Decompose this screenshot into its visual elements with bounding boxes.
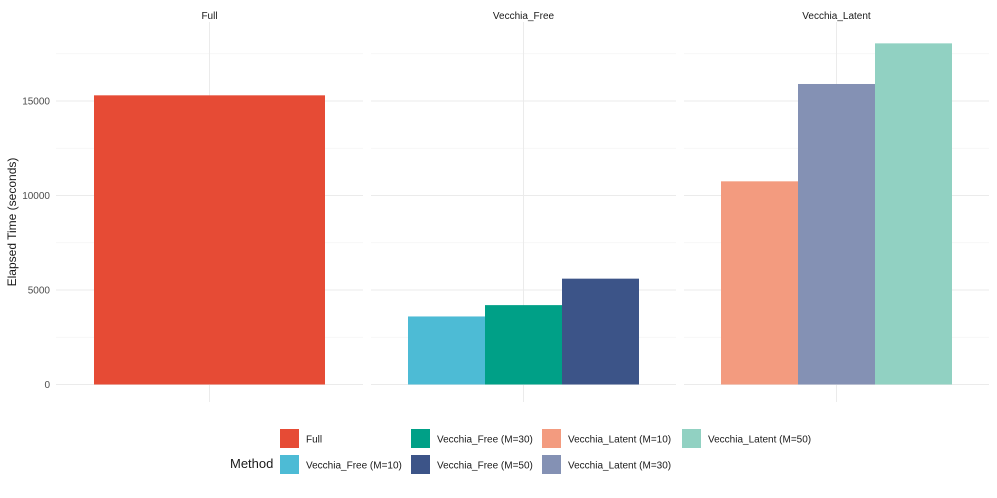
legend-label: Vecchia_Latent (M=10) bbox=[568, 435, 671, 446]
bar-vecchia-latent-m-50 bbox=[875, 43, 952, 385]
bar-full bbox=[94, 95, 325, 385]
bar-vecchia-free-m-10 bbox=[408, 316, 485, 385]
legend-label: Full bbox=[306, 435, 322, 446]
y-tick-label: 5000 bbox=[28, 286, 51, 297]
facet-panel: Vecchia_Free bbox=[371, 11, 676, 402]
legend-swatch bbox=[682, 429, 701, 448]
y-axis: 0 5000 10000 15000 bbox=[22, 97, 50, 392]
legend-swatch bbox=[411, 455, 430, 474]
legend-swatch bbox=[542, 455, 561, 474]
facet-title: Full bbox=[201, 11, 217, 22]
legend-item: Vecchia_Free (M=10) bbox=[280, 455, 402, 474]
legend-label: Vecchia_Free (M=10) bbox=[306, 461, 402, 472]
legend-swatch bbox=[542, 429, 561, 448]
facet-title: Vecchia_Free bbox=[493, 11, 555, 22]
legend-item: Vecchia_Latent (M=50) bbox=[682, 429, 811, 448]
y-axis-title: Elapsed Time (seconds) bbox=[5, 158, 19, 287]
y-tick-label: 10000 bbox=[22, 191, 50, 202]
facet-panel: Vecchia_Latent bbox=[684, 11, 989, 402]
y-tick-label: 0 bbox=[44, 380, 50, 391]
legend-item: Vecchia_Latent (M=30) bbox=[542, 455, 671, 474]
legend-title: Method bbox=[230, 456, 273, 471]
legend-label: Vecchia_Free (M=50) bbox=[437, 461, 533, 472]
legend-label: Vecchia_Latent (M=50) bbox=[708, 435, 811, 446]
bar-vecchia-latent-m-30 bbox=[798, 83, 875, 385]
legend-item: Vecchia_Free (M=30) bbox=[411, 429, 533, 448]
legend-label: Vecchia_Latent (M=30) bbox=[568, 461, 671, 472]
legend-item: Vecchia_Latent (M=10) bbox=[542, 429, 671, 448]
legend-label: Vecchia_Free (M=30) bbox=[437, 435, 533, 446]
facet-panels: Full Vecchia_Free Vecchia_Latent bbox=[56, 11, 989, 402]
legend-swatch bbox=[411, 429, 430, 448]
facet-title: Vecchia_Latent bbox=[802, 11, 871, 22]
legend-item: Full bbox=[280, 429, 322, 448]
legend-swatch bbox=[280, 455, 299, 474]
bar-vecchia-latent-m-10 bbox=[721, 181, 798, 385]
y-tick-label: 15000 bbox=[22, 97, 50, 108]
bar-vecchia-free-m-50 bbox=[562, 278, 639, 385]
facet-panel: Full bbox=[56, 11, 363, 402]
legend-swatch bbox=[280, 429, 299, 448]
legend-item: Vecchia_Free (M=50) bbox=[411, 455, 533, 474]
bar-vecchia-free-m-30 bbox=[485, 305, 562, 385]
legend: Method Full Vecchia_Free (M=10) Vecchia_Fre… bbox=[230, 429, 811, 474]
